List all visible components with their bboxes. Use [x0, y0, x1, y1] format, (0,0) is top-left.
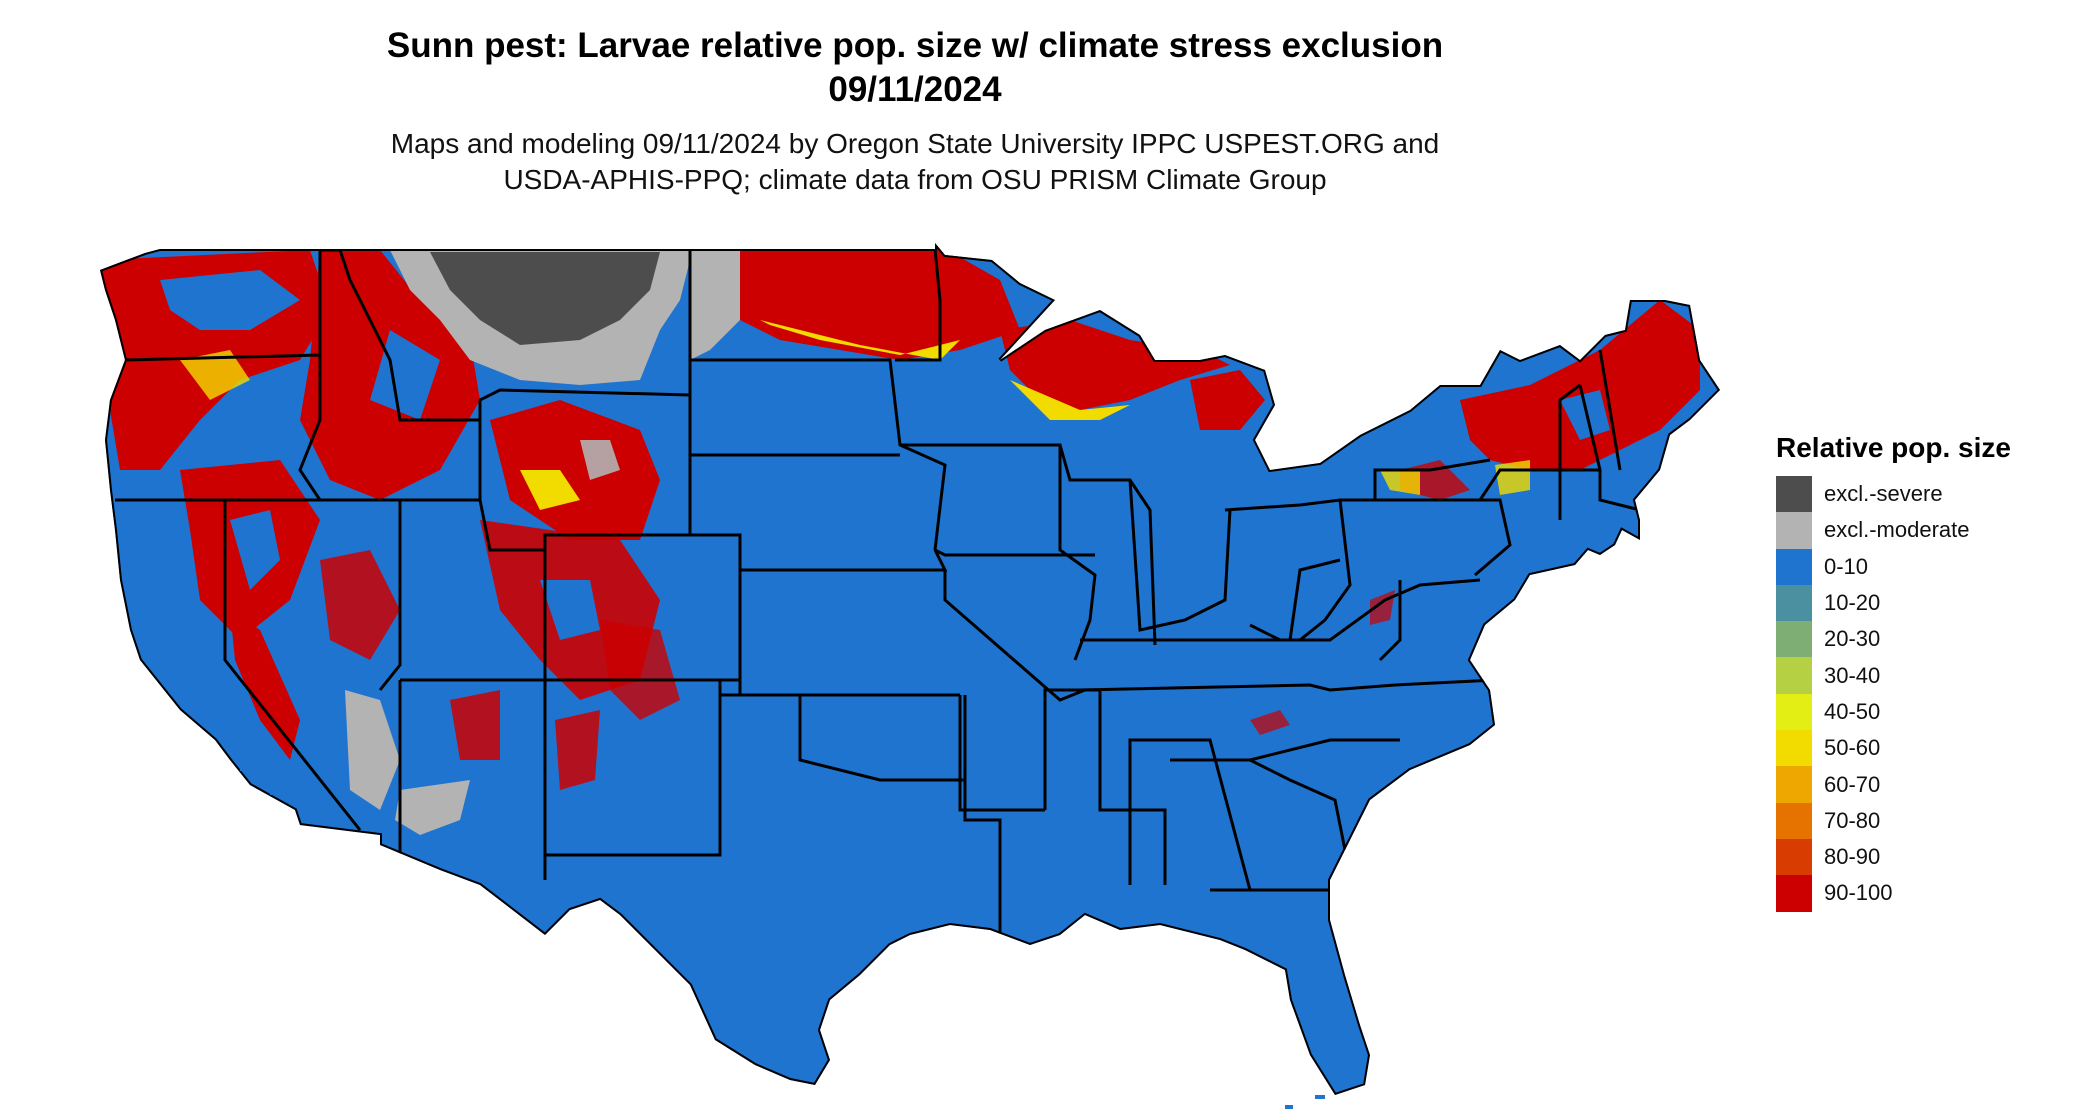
- legend-item: 0-10: [1776, 548, 2011, 585]
- legend-swatch: [1776, 476, 1812, 513]
- legend-item: 10-20: [1776, 584, 2011, 622]
- legend-item: excl.-severe: [1776, 476, 2011, 513]
- legend-label: 70-80: [1824, 807, 1881, 833]
- legend-label: 80-90: [1824, 844, 1881, 870]
- legend-label: 90-100: [1824, 880, 1893, 906]
- legend-title: Relative pop. size: [1776, 432, 2011, 463]
- legend-swatch: [1776, 875, 1812, 912]
- legend-swatch: [1776, 838, 1812, 876]
- legend-item: 90-100: [1776, 875, 2011, 912]
- legend-swatch: [1776, 621, 1812, 658]
- map-legend: Relative pop. size excl.-severe excl.-mod…: [1776, 432, 2011, 912]
- legend-swatch: [1776, 802, 1812, 839]
- legend-item: 70-80: [1776, 802, 2011, 839]
- legend-item: 60-70: [1776, 766, 2011, 803]
- legend-item: excl.-moderate: [1776, 512, 2011, 549]
- islands: [240, 765, 1325, 1109]
- legend-swatch: [1776, 766, 1812, 803]
- legend-item: 30-40: [1776, 657, 2011, 694]
- legend-label: 30-40: [1824, 662, 1881, 688]
- legend-swatch: [1776, 512, 1812, 549]
- legend-label: 40-50: [1824, 698, 1881, 724]
- legend-label: excl.-moderate: [1824, 517, 1970, 543]
- legend-items: excl.-severe excl.-moderate 0-10 10-20 20-30…: [1776, 476, 2011, 912]
- state-borders: [115, 248, 1641, 945]
- legend-swatch: [1776, 693, 1812, 731]
- legend-swatch: [1776, 730, 1812, 767]
- legend-label: 50-60: [1824, 735, 1881, 761]
- legend-item: 40-50: [1776, 693, 2011, 731]
- map-subtitle-line2: USDA-APHIS-PPQ; climate data from OSU PR…: [503, 164, 1327, 195]
- legend-label: excl.-severe: [1824, 481, 1943, 507]
- legend-item: 80-90: [1776, 838, 2011, 876]
- map-subtitle-line1: Maps and modeling 09/11/2024 by Oregon S…: [390, 128, 1440, 159]
- legend-label: 10-20: [1824, 590, 1881, 616]
- map-title: Sunn pest: Larvae relative pop. size w/ …: [386, 26, 1444, 65]
- legend-label: 60-70: [1824, 771, 1881, 797]
- map-date: 09/11/2024: [828, 70, 1002, 109]
- legend-item: 50-60: [1776, 730, 2011, 767]
- legend-swatch: [1776, 548, 1812, 585]
- legend-item: 20-30: [1776, 621, 2011, 658]
- exclusion-zones: [345, 249, 740, 835]
- legend-swatch: [1776, 657, 1812, 694]
- legend-label: 0-10: [1824, 553, 1869, 579]
- legend-swatch: [1776, 584, 1812, 622]
- legend-label: 20-30: [1824, 626, 1881, 652]
